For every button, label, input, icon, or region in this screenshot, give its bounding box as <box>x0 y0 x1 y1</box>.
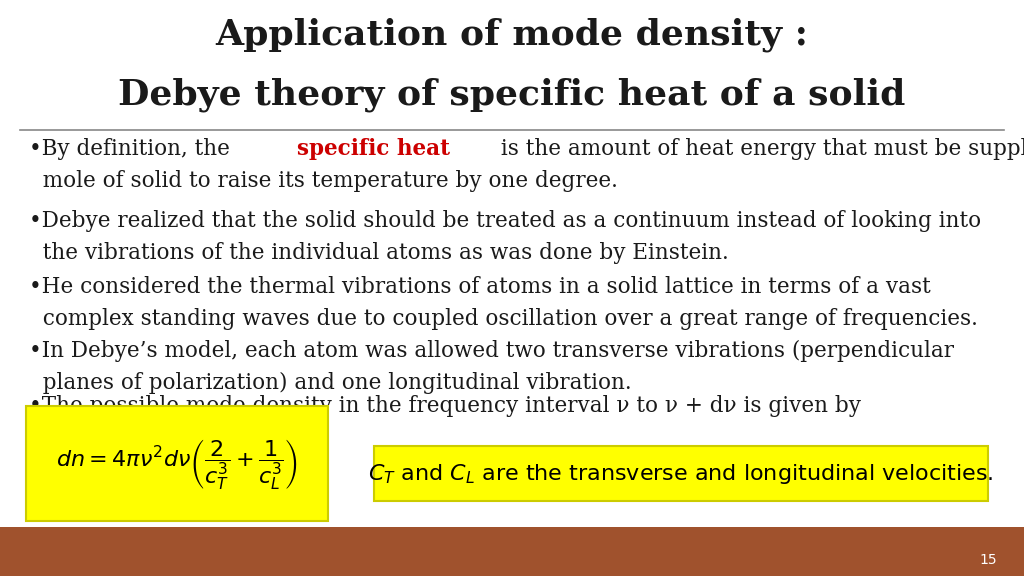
FancyBboxPatch shape <box>26 406 328 521</box>
Text: planes of polarization) and one longitudinal vibration.: planes of polarization) and one longitud… <box>29 372 632 393</box>
Text: Application of mode density :: Application of mode density : <box>215 17 809 52</box>
Text: •In Debye’s model, each atom was allowed two transverse vibrations (perpendicula: •In Debye’s model, each atom was allowed… <box>29 340 953 362</box>
Text: •He considered the thermal vibrations of atoms in a solid lattice in terms of a : •He considered the thermal vibrations of… <box>29 276 931 298</box>
Text: •Debye realized that the solid should be treated as a continuum instead of looki: •Debye realized that the solid should be… <box>29 210 981 232</box>
Text: is the amount of heat energy that must be supplied to a: is the amount of heat energy that must b… <box>495 138 1024 160</box>
FancyBboxPatch shape <box>0 527 1024 576</box>
Text: specific heat: specific heat <box>297 138 450 160</box>
Text: $dn = 4\pi\nu^2 d\nu\left(\dfrac{2}{c_T^3}+\dfrac{1}{c_L^3}\right)$: $dn = 4\pi\nu^2 d\nu\left(\dfrac{2}{c_T^… <box>55 437 298 491</box>
Text: the vibrations of the individual atoms as was done by Einstein.: the vibrations of the individual atoms a… <box>29 242 728 264</box>
Text: Debye theory of specific heat of a solid: Debye theory of specific heat of a solid <box>119 78 905 112</box>
Text: 15: 15 <box>980 553 997 567</box>
Text: complex standing waves due to coupled oscillation over a great range of frequenc: complex standing waves due to coupled os… <box>29 308 978 330</box>
FancyBboxPatch shape <box>374 446 988 501</box>
Text: •The possible mode density in the frequency interval ν to ν + dν is given by: •The possible mode density in the freque… <box>29 395 860 416</box>
Text: •By definition, the: •By definition, the <box>29 138 237 160</box>
Text: $C_T$ and $C_L$ are the transverse and longitudinal velocities.: $C_T$ and $C_L$ are the transverse and l… <box>369 462 993 486</box>
Text: mole of solid to raise its temperature by one degree.: mole of solid to raise its temperature b… <box>29 170 617 192</box>
